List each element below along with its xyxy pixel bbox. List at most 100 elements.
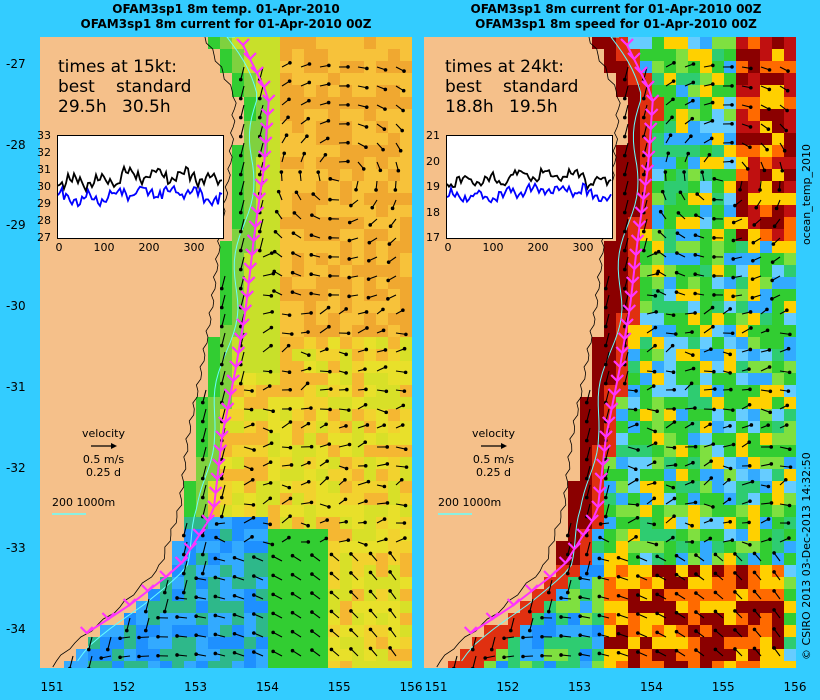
route-chevron — [254, 178, 269, 187]
current-vector-head — [749, 85, 753, 90]
current-vector-head — [672, 61, 676, 65]
current-vector-head — [328, 236, 332, 240]
current-vector-head — [251, 503, 256, 507]
current-vector-head — [294, 190, 299, 195]
route-chevron — [594, 472, 608, 481]
current-vector — [624, 123, 629, 137]
current-vector-head — [565, 533, 570, 538]
current-vector-head — [652, 369, 657, 374]
current-vector-head — [767, 365, 772, 369]
current-vector-head — [540, 634, 544, 639]
left-map-panel[interactable] — [40, 37, 412, 668]
current-vector-head — [232, 650, 237, 655]
current-vector — [624, 370, 629, 384]
current-vector-head — [271, 649, 275, 654]
current-vector-head — [366, 295, 371, 300]
current-vector-head — [694, 553, 698, 557]
current-vector-head — [731, 294, 735, 299]
current-vector-head — [383, 365, 388, 369]
current-vector — [164, 598, 169, 612]
current-vector-head — [750, 295, 755, 300]
current-vector-head — [219, 495, 224, 500]
current-vector-head — [292, 211, 297, 215]
current-vector-head — [709, 347, 713, 351]
current-vector-head — [346, 140, 350, 145]
right-title: OFAM3sp1 8m current for 01-Apr-2010 00Z … — [424, 2, 808, 32]
current-vector-head — [175, 596, 179, 600]
current-vector-head — [200, 476, 205, 481]
current-vector-head — [365, 326, 369, 330]
current-vector-head — [383, 348, 388, 352]
current-vector-head — [384, 389, 389, 394]
current-vector-head — [578, 614, 582, 619]
current-vector-head — [655, 630, 659, 635]
route-chevron — [122, 598, 137, 607]
current-vector-head — [654, 542, 659, 547]
current-vector-head — [578, 595, 582, 600]
current-vector-head — [290, 648, 295, 653]
right-map-panel[interactable] — [424, 37, 796, 668]
current-vector — [240, 256, 245, 270]
current-vector-head — [786, 389, 791, 393]
current-vector-head — [733, 203, 737, 208]
current-vector — [202, 541, 207, 555]
current-vector — [183, 579, 188, 593]
current-vector-head — [783, 477, 788, 482]
current-vector-head — [752, 223, 757, 227]
current-vector-head — [690, 479, 695, 484]
current-vector — [88, 636, 93, 650]
current-vector-head — [349, 647, 353, 651]
current-vector-head — [344, 307, 348, 311]
current-vector-head — [622, 115, 627, 120]
current-vector — [567, 560, 572, 574]
current-vector-head — [388, 627, 392, 631]
route-chevron — [241, 276, 256, 285]
current-vector-head — [769, 445, 773, 449]
current-vector — [567, 579, 572, 593]
current-vector-head — [636, 650, 640, 654]
current-vector — [722, 443, 734, 448]
route-chevron — [644, 108, 659, 117]
current-vector-head — [672, 514, 676, 518]
current-vector-head — [622, 96, 627, 101]
current-vector-head — [329, 647, 334, 652]
current-vector-head — [655, 592, 659, 597]
current-vector-head — [252, 555, 256, 559]
current-vector — [624, 142, 629, 156]
current-vector-head — [272, 249, 277, 254]
current-vector-head — [381, 147, 385, 152]
right-velocity-label: velocity — [472, 427, 515, 440]
route-chevron — [599, 430, 613, 439]
current-vector-head — [694, 572, 698, 576]
current-vector-head — [636, 631, 640, 635]
current-vector-head — [288, 420, 293, 424]
current-vector-head — [288, 445, 293, 450]
current-vector — [259, 85, 264, 99]
current-vector-head — [105, 647, 110, 652]
current-vector-head — [691, 62, 696, 66]
current-vector — [164, 579, 169, 593]
current-vector-head — [502, 655, 506, 660]
current-vector-head — [309, 444, 314, 449]
isobath-line-icon — [52, 513, 86, 515]
current-vector-head — [752, 551, 757, 556]
inset-x-tick-label: 0 — [55, 241, 63, 254]
current-vector-head — [748, 387, 752, 392]
current-vector-head — [658, 209, 663, 214]
current-vector-head — [238, 248, 243, 253]
current-vector — [586, 541, 591, 555]
latitude-tick-label: -31 — [6, 379, 26, 394]
current-vector-head — [401, 308, 405, 313]
current-vector — [605, 484, 610, 498]
current-vector-head — [400, 423, 405, 427]
route-chevron — [208, 486, 223, 495]
latitude-tick-label: -30 — [6, 299, 26, 314]
current-vector-head — [758, 188, 762, 192]
current-vector-head — [676, 211, 681, 215]
current-vector — [183, 560, 188, 574]
current-vector-head — [309, 233, 314, 237]
current-vector-head — [636, 448, 640, 452]
current-vector — [472, 655, 477, 668]
current-vector-head — [272, 269, 277, 274]
route-chevron — [243, 52, 257, 61]
